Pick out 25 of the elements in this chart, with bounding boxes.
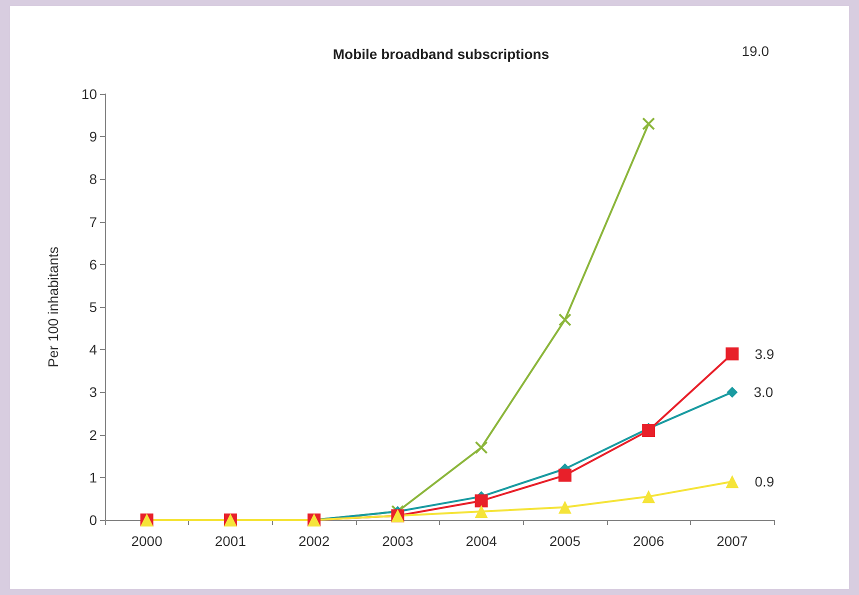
data-label: 3.0 (754, 384, 774, 400)
y-tick-label: 0 (89, 512, 98, 528)
x-tick-label: 2006 (632, 533, 664, 549)
y-tick-label: 6 (89, 256, 98, 272)
y-tick-label: 5 (89, 299, 98, 315)
y-tick-label: 10 (81, 86, 98, 102)
data-label: 0.9 (754, 474, 774, 490)
x-tick-label: 2001 (214, 533, 246, 549)
x-tick-label: 2003 (382, 533, 414, 549)
x-tick-label: 2000 (131, 533, 163, 549)
y-tick-label: 3 (89, 384, 98, 400)
chart-title: Mobile broadband subscriptions (332, 46, 550, 62)
y-tick-label: 4 (89, 342, 98, 358)
x-tick-label: 2005 (549, 533, 581, 549)
y-tick-label: 8 (89, 171, 98, 188)
data-label: 3.9 (754, 346, 774, 362)
x-tick-label: 2007 (716, 533, 748, 549)
y-tick-label: 7 (89, 214, 98, 230)
x-tick-label: 2002 (298, 533, 330, 549)
y-tick-label: 1 (89, 469, 98, 486)
x-tick-label: 2004 (466, 533, 498, 549)
text: 19.0 (742, 43, 770, 59)
y-tick-label: 2 (89, 426, 98, 443)
y-axis-title: Per 100 inhabitants (45, 246, 61, 368)
y-tick-label: 9 (89, 128, 98, 145)
